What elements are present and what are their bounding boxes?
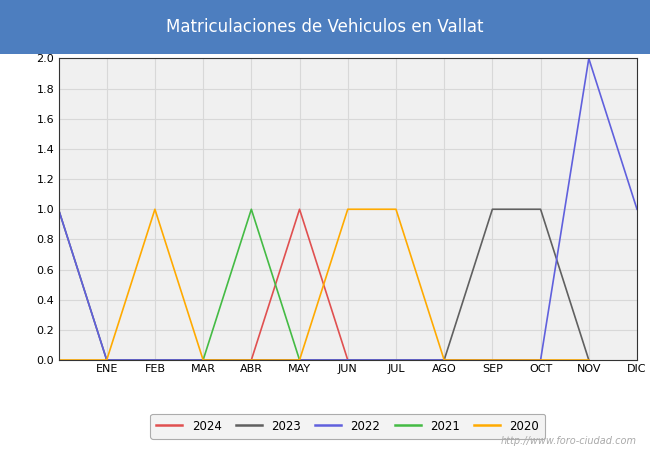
2020 — [585, 357, 593, 363]
2020 — [103, 357, 111, 363]
Line: 2020: 2020 — [58, 209, 589, 360]
Legend: 2024, 2023, 2022, 2021, 2020: 2024, 2023, 2022, 2021, 2020 — [150, 414, 545, 438]
Text: Matriculaciones de Vehiculos en Vallat: Matriculaciones de Vehiculos en Vallat — [166, 18, 484, 36]
2023 — [296, 357, 304, 363]
2020 — [489, 357, 497, 363]
Line: 2021: 2021 — [203, 209, 300, 360]
2023 — [537, 207, 545, 212]
2023 — [489, 207, 497, 212]
Text: http://www.foro-ciudad.com: http://www.foro-ciudad.com — [501, 436, 637, 446]
2024 — [248, 357, 255, 363]
2023 — [585, 357, 593, 363]
2022 — [440, 357, 448, 363]
2022 — [103, 357, 111, 363]
2023 — [103, 357, 111, 363]
2021 — [199, 357, 207, 363]
2022 — [55, 207, 62, 212]
2022 — [392, 357, 400, 363]
2022 — [537, 357, 545, 363]
2022 — [199, 357, 207, 363]
2023 — [248, 357, 255, 363]
2023 — [199, 357, 207, 363]
2023 — [151, 357, 159, 363]
2022 — [151, 357, 159, 363]
2023 — [440, 357, 448, 363]
2024 — [344, 357, 352, 363]
2021 — [248, 207, 255, 212]
2020 — [296, 357, 304, 363]
2024 — [296, 207, 304, 212]
Line: 2023: 2023 — [58, 209, 589, 360]
2020 — [199, 357, 207, 363]
Line: 2022: 2022 — [58, 58, 637, 360]
Line: 2024: 2024 — [252, 209, 348, 360]
2021 — [296, 357, 304, 363]
2020 — [440, 357, 448, 363]
2022 — [489, 357, 497, 363]
2022 — [585, 56, 593, 61]
2020 — [55, 357, 62, 363]
2020 — [248, 357, 255, 363]
2023 — [392, 357, 400, 363]
2022 — [344, 357, 352, 363]
2022 — [296, 357, 304, 363]
2022 — [633, 207, 641, 212]
2023 — [55, 207, 62, 212]
2023 — [344, 357, 352, 363]
2020 — [344, 207, 352, 212]
2020 — [151, 207, 159, 212]
2022 — [248, 357, 255, 363]
2020 — [392, 207, 400, 212]
2020 — [537, 357, 545, 363]
